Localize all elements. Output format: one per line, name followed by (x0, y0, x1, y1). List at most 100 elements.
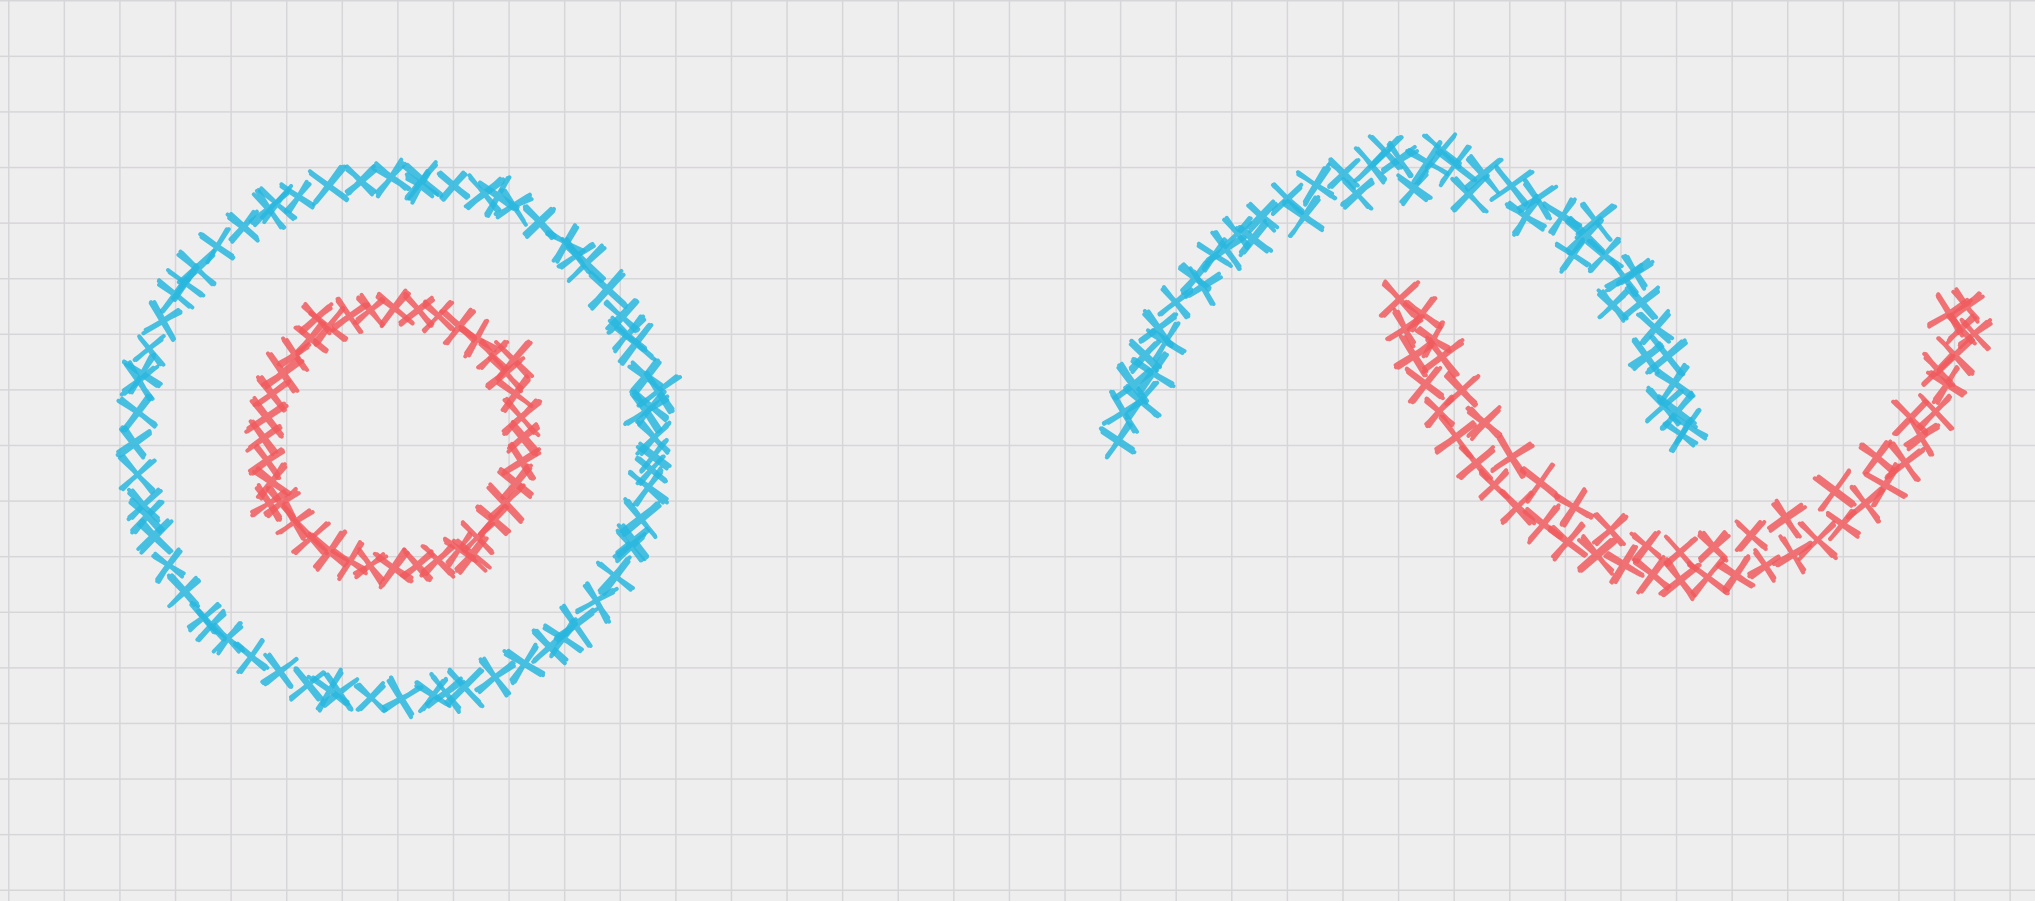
circles-series-0-point-67 (634, 454, 668, 486)
moons-series-1-point-38 (1629, 530, 1663, 564)
moons-series-1-point-6 (1456, 445, 1496, 481)
moons-series-1-point-11 (1577, 534, 1618, 576)
circles-series-0-point-55 (477, 175, 520, 218)
circles-series-0-point-65 (615, 523, 651, 561)
moons-series-0-point-1 (1101, 389, 1148, 434)
circles-series-1-point-38 (250, 483, 289, 522)
moons-series-1-point-45 (1891, 399, 1930, 437)
moons-series-1-point-10 (1547, 521, 1588, 562)
circles-series-0-point-34 (233, 637, 270, 674)
circles-series-0-point-28 (126, 487, 163, 523)
circles-series-0-point-31 (166, 573, 201, 609)
circles-series-0-point-29 (136, 518, 174, 555)
circles-series-0-point-8 (522, 204, 557, 241)
moons-series-1-point-1 (1385, 307, 1425, 349)
circles-series-1-point-1 (501, 396, 543, 438)
moons-series-0-point-11 (1295, 162, 1338, 207)
moons-series-1-point-7 (1478, 468, 1511, 501)
moons-series-0-point-45 (1422, 132, 1462, 172)
circles-series-0-point-14 (344, 164, 378, 197)
moons-series-1-point-4 (1424, 394, 1455, 429)
circles-series-0-point-4 (603, 298, 641, 335)
circles-series-1-point-11 (331, 296, 370, 334)
moons-series-1-point-3 (1404, 365, 1445, 405)
circles-series-0-point-15 (307, 164, 350, 207)
circles-series-0-point-35 (260, 652, 299, 689)
moons-series-1-point-21 (1845, 484, 1886, 524)
circles-series-0-point-10 (463, 173, 506, 213)
circles-series-0-point-0 (635, 419, 672, 457)
circles-series-1-point-2 (496, 374, 534, 413)
moons-series-1-point-19 (1797, 520, 1838, 561)
circles-series-0-point-59 (122, 352, 163, 395)
circles-series-0-point-5 (587, 268, 628, 311)
circles-series-0-point-25 (116, 393, 158, 433)
circles-series-0-point-47 (595, 555, 635, 596)
circles-series-1-point-24 (307, 529, 350, 572)
circles-series-1-point-6 (439, 307, 478, 346)
moons-series-1-point-31 (1421, 335, 1465, 379)
moons-series-1-point-0 (1378, 279, 1421, 320)
circles-series-1-point-31 (460, 520, 496, 555)
moons-series-1-point-49 (1414, 320, 1452, 359)
circles-series-0-point-66 (636, 370, 682, 415)
circles-series-1-point-34 (497, 463, 534, 501)
moons-series-0-point-39 (1554, 237, 1592, 274)
circles-series-0-point-52 (623, 389, 670, 434)
moons-series-1-point-36 (1553, 487, 1595, 528)
moons-series-0-point-3 (1128, 338, 1162, 375)
circles-series-1-point-35 (501, 441, 542, 481)
circles-series-0-point-11 (436, 170, 471, 202)
circles-series-1-point-20 (252, 462, 292, 501)
moons-series-1-point-16 (1715, 554, 1756, 594)
moons-series-0-point-34 (1282, 195, 1325, 238)
circles-series-1-point-0 (506, 420, 540, 457)
moons-series-0-point-5 (1157, 285, 1194, 320)
moons-series-1-point-40 (1697, 530, 1731, 564)
moons-series-1-point-15 (1687, 555, 1730, 598)
circles-series-0-point-38 (353, 681, 388, 713)
circles-series-1-point-14 (276, 336, 312, 372)
circles-series-0-point-18 (225, 209, 260, 244)
circles-series-0-point-16 (279, 179, 315, 214)
circles-series-0-point-46 (575, 581, 619, 624)
moons-series-0-point-31 (1145, 321, 1187, 363)
moons-series-0-point-32 (1184, 266, 1223, 307)
circles-series-1-point-17 (244, 396, 289, 439)
circles-series-0-point-61 (195, 608, 228, 643)
circles-series-0-point-49 (619, 497, 662, 540)
circles-series-1-point-27 (372, 547, 414, 590)
moons-series-1-point-13 (1632, 555, 1672, 595)
moons-series-0-point-17 (1464, 154, 1504, 195)
moons-series-0-point-35 (1340, 177, 1375, 211)
moons-series-0-point-25 (1636, 308, 1675, 346)
circles-series-1-point-18 (245, 419, 283, 457)
circles-series-1-point-32 (475, 503, 512, 539)
moons-series-1-point-46 (1921, 351, 1956, 388)
moons-series-1-point-32 (1444, 370, 1481, 408)
circles-series-0-point-41 (444, 667, 485, 709)
moons-series-1-point-8 (1499, 488, 1537, 526)
moons-series-1-point-22 (1863, 462, 1908, 508)
circles-series-0-point-53 (607, 314, 648, 354)
moons-series-1-point-33 (1465, 405, 1503, 442)
moons-series-1-point-25 (1916, 393, 1955, 432)
moons-series-1-point-5 (1434, 414, 1477, 460)
moons-series-0-point-42 (1645, 385, 1684, 427)
moons-scatter-svg (1098, 132, 1993, 602)
circles-series-0-point-19 (198, 227, 236, 265)
moons-series-0-point-20 (1542, 197, 1583, 236)
moons-series-0-point-8 (1222, 215, 1253, 251)
moons-series-0-point-4 (1138, 309, 1179, 349)
circles-series-0-point-26 (115, 425, 152, 460)
moons-series-1-point-42 (1767, 498, 1807, 539)
circles-series-1-point-33 (486, 482, 526, 524)
moons-series-1-point-18 (1772, 534, 1813, 575)
moons-series-0-point-30 (1123, 380, 1162, 421)
circles-scatter-plot (0, 0, 1017, 901)
circles-series-0-point-63 (424, 671, 466, 714)
moons-series-0-point-27 (1654, 362, 1696, 406)
circles-series-0-point-40 (414, 676, 452, 714)
moons-series-0-point-49 (1130, 351, 1176, 396)
